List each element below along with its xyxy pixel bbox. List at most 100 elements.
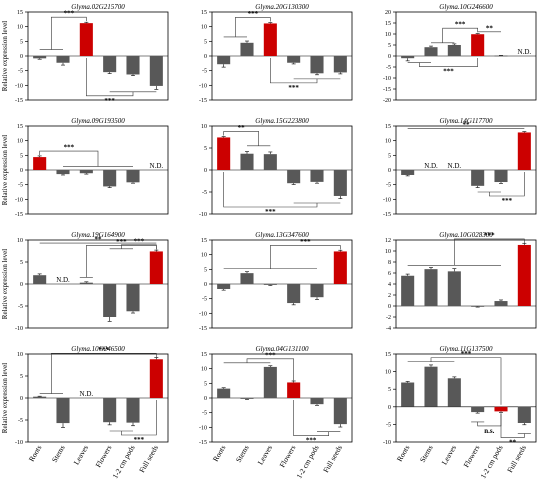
bar — [333, 170, 347, 196]
significance-connector — [121, 400, 157, 436]
significance-connector — [500, 413, 525, 438]
y-tick-label: -20 — [383, 98, 391, 104]
significance-connector — [489, 172, 525, 197]
y-axis-label: Relative expression level — [1, 21, 9, 91]
bar — [33, 56, 47, 59]
category-label: Leaves — [256, 443, 274, 466]
y-tick-label: 15 — [17, 124, 23, 130]
bar — [149, 56, 163, 86]
bar — [494, 406, 508, 412]
bar — [494, 55, 508, 57]
y-tick-label: 0 — [20, 168, 23, 174]
plot-frame — [395, 239, 537, 329]
bar — [494, 301, 508, 306]
nd-label: N.D. — [56, 276, 70, 284]
y-tick-label: -5 — [386, 65, 391, 71]
bar — [126, 284, 140, 312]
bar — [263, 366, 277, 398]
bar — [126, 398, 140, 423]
panel-title: Glyma.02G215700 — [71, 3, 125, 11]
y-tick-label: 0 — [388, 304, 391, 310]
y-tick-label: 10 — [17, 25, 23, 31]
bar — [333, 251, 347, 284]
significance-connector — [51, 16, 87, 50]
panel-11: Glyma.04G131100 -15 -10 -5 0 5 10 15 *** *** Roots… — [199, 345, 353, 480]
bar — [287, 56, 301, 63]
y-tick-label: 20 — [385, 10, 391, 16]
bar — [126, 170, 140, 183]
significance-label: *** — [288, 84, 299, 92]
bar — [447, 271, 461, 306]
significance-label: *** — [99, 346, 110, 354]
y-tick-label: 5 — [204, 146, 207, 152]
significance-connector — [223, 131, 259, 146]
bar — [103, 284, 117, 317]
significance-label: *** — [484, 231, 495, 239]
y-tick-label: 5 — [388, 387, 391, 393]
bar — [401, 170, 415, 175]
y-axis-label: Relative expression level — [1, 363, 9, 433]
y-tick-label: -5 — [18, 418, 23, 424]
bar — [126, 56, 140, 75]
y-tick-label: -5 — [386, 183, 391, 189]
bar — [333, 56, 347, 73]
bar — [424, 269, 438, 306]
y-tick-label: 15 — [201, 352, 207, 358]
y-tick-label: -15 — [199, 98, 207, 104]
y-tick-label: 2 — [388, 293, 391, 299]
bar — [79, 282, 93, 284]
significance-label: *** — [300, 238, 311, 246]
y-tick-label: 0 — [20, 54, 23, 60]
y-tick-label: -2 — [386, 315, 391, 321]
bar — [149, 251, 163, 284]
bar — [333, 398, 347, 425]
bar — [103, 398, 117, 423]
panel-title: Glyma.14G117700 — [440, 117, 493, 125]
significance-connector — [235, 17, 271, 37]
bar — [310, 284, 324, 298]
bar — [263, 284, 277, 285]
significance-label: *** — [265, 351, 276, 359]
y-tick-label: 10 — [385, 370, 391, 376]
significance-label: n.s. — [484, 427, 494, 435]
significance-connector — [86, 58, 134, 97]
bar — [471, 170, 485, 186]
bar — [240, 273, 254, 284]
y-tick-label: -15 — [15, 98, 23, 104]
bar — [447, 45, 461, 56]
y-tick-label: -10 — [199, 425, 207, 431]
bar — [471, 34, 485, 56]
y-tick-label: -10 — [383, 197, 391, 203]
bar — [517, 244, 531, 306]
y-tick-label: -5 — [202, 69, 207, 75]
category-label: Full seeds — [505, 443, 528, 474]
significance-label: ** — [486, 24, 494, 32]
y-tick-label: 0 — [388, 54, 391, 60]
y-tick-label: 10 — [17, 139, 23, 145]
plot-frame — [395, 353, 537, 443]
significance-connector — [293, 400, 329, 437]
category-label: Roots — [395, 443, 412, 463]
bar — [263, 23, 277, 56]
panel-title: Glyma.10G246600 — [439, 3, 493, 11]
y-tick-label: -5 — [202, 411, 207, 417]
y-tick-label: 0 — [20, 396, 23, 402]
significance-connector — [430, 357, 502, 405]
y-tick-label: -5 — [18, 183, 23, 189]
category-label: Stems — [418, 443, 435, 463]
bar — [79, 170, 93, 174]
significance-connector — [442, 27, 478, 43]
category-label: 1-2 cm pods — [478, 443, 504, 480]
y-tick-label: 15 — [17, 10, 23, 16]
y-tick-label: 10 — [201, 25, 207, 31]
category-label: Stems — [234, 443, 251, 463]
y-tick-label: -10 — [15, 326, 23, 332]
significance-connector — [51, 352, 157, 394]
y-tick-label: -15 — [15, 212, 23, 218]
y-tick-label: -4 — [386, 326, 391, 332]
significance-label: *** — [134, 436, 145, 444]
bar — [517, 406, 531, 423]
y-tick-label: -5 — [202, 297, 207, 303]
nd-label: N.D. — [150, 162, 164, 170]
